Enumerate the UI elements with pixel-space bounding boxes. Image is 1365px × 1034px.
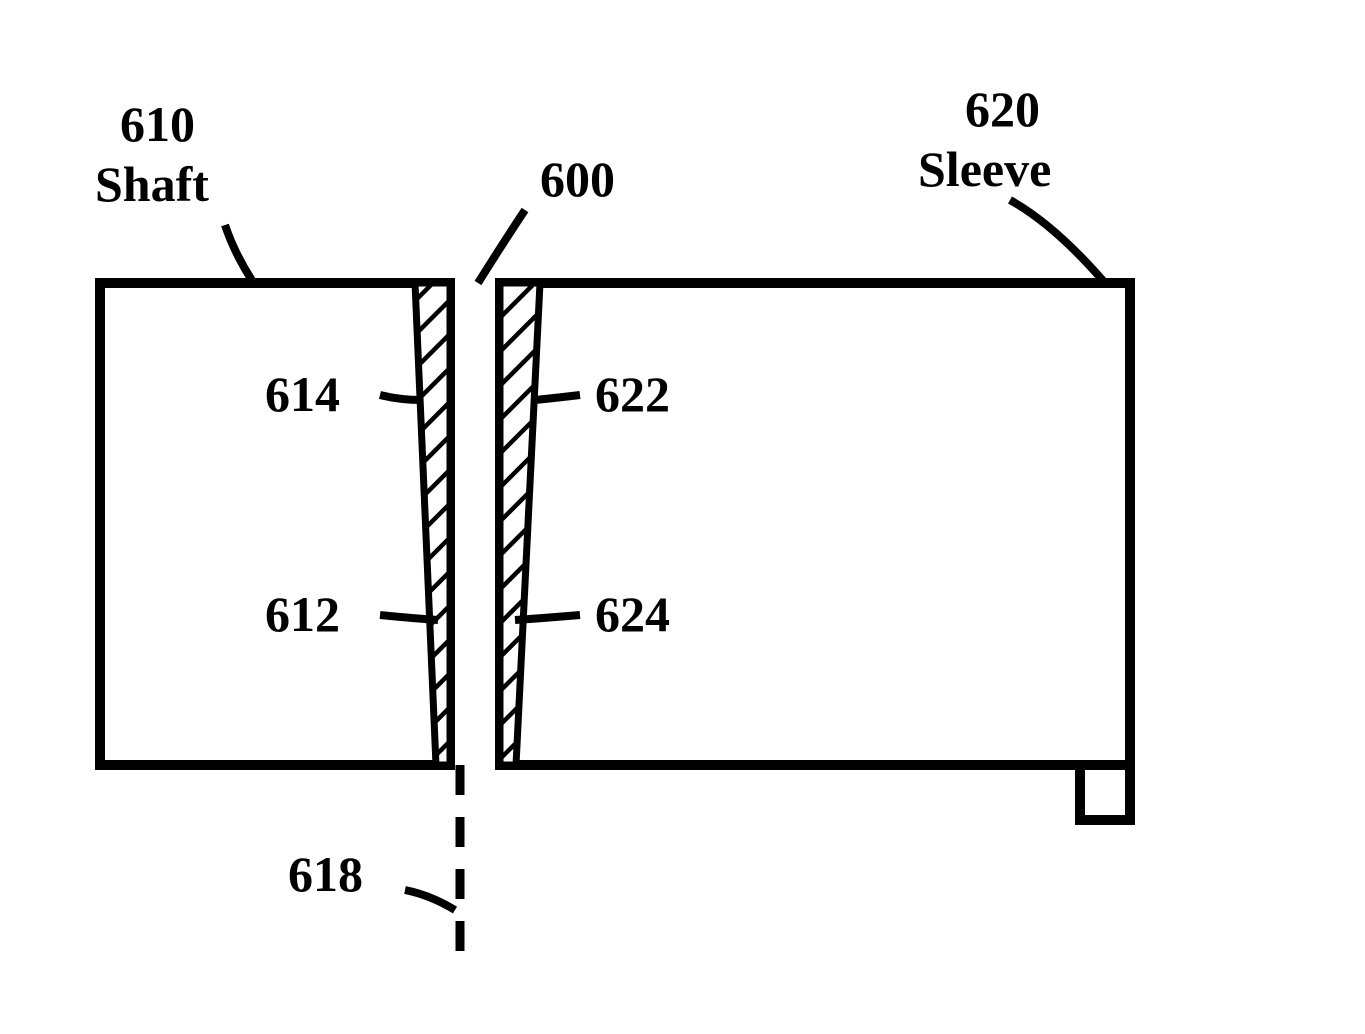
label-shaft-num: 610	[120, 95, 195, 153]
leader-620	[1010, 200, 1105, 283]
label-left-lower: 612	[265, 585, 340, 643]
label-gap: 600	[540, 150, 615, 208]
shaft-outline	[100, 283, 450, 765]
leader-618	[405, 890, 455, 910]
leader-622	[535, 395, 580, 400]
label-right-upper: 622	[595, 365, 670, 423]
label-sleeve-num: 620	[965, 80, 1040, 138]
leader-624	[515, 615, 580, 620]
label-left-upper: 614	[265, 365, 340, 423]
label-shaft-text: Shaft	[95, 155, 209, 213]
leader-610	[225, 225, 255, 285]
label-right-lower: 624	[595, 585, 670, 643]
leader-600	[478, 210, 525, 283]
label-axis: 618	[288, 845, 363, 903]
engineering-diagram: 610 Shaft 600 620 Sleeve 614 622 612 624…	[0, 0, 1365, 1034]
label-sleeve-text: Sleeve	[918, 140, 1051, 198]
shaft-hatch-wedge	[415, 283, 450, 765]
leader-614	[380, 395, 422, 400]
leader-612	[380, 615, 438, 620]
